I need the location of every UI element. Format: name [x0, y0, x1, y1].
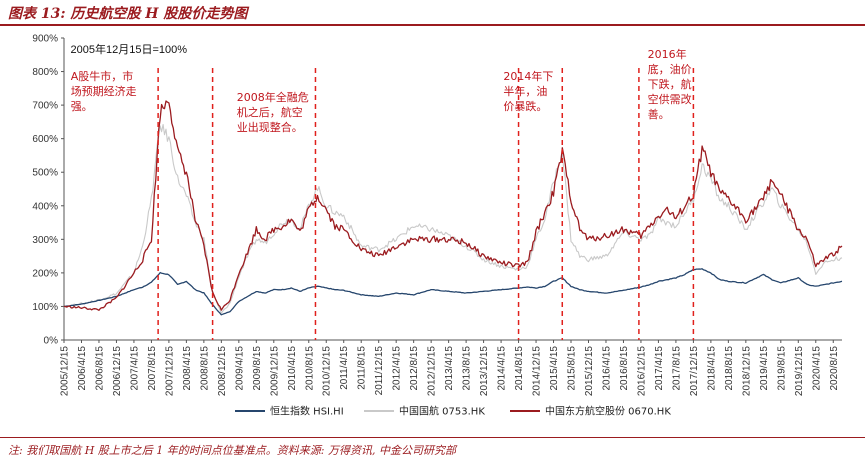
x-tick-label: 2017/12/15: [689, 346, 700, 396]
x-tick-label: 2012/8/15: [409, 346, 420, 391]
annotation-text-line: 底，油价: [648, 62, 692, 76]
chart-axes: 0% 100% 200% 300% 400% 500% 600% 700% 800% 900% 20…: [32, 34, 842, 396]
legend-label: 中国国航 0753.HK: [399, 405, 485, 418]
series-line: [63, 123, 843, 314]
annotation-text-line: 半年，油: [503, 84, 547, 98]
y-tick-label: 400%: [32, 201, 58, 212]
annotation-text-line: 2014年下: [503, 69, 553, 83]
legend-label: 中国东方航空股份 0670.HK: [545, 405, 671, 418]
x-tick-label: 2019/8/15: [776, 346, 787, 391]
x-tick-label: 2020/8/15: [829, 346, 840, 391]
y-tick-label: 0%: [44, 336, 59, 347]
x-tick-label: 2017/8/15: [671, 346, 682, 391]
x-tick-label: 2014/4/15: [497, 346, 508, 391]
base-label: 2005年12月15日=100%: [71, 42, 188, 56]
y-tick-label: 300%: [32, 235, 58, 246]
line-chart: 0% 100% 200% 300% 400% 500% 600% 700% 800% 900% 20…: [32, 34, 843, 418]
y-tick-label: 900%: [32, 34, 58, 45]
footnote-rule: [0, 437, 865, 438]
legend-label: 恒生指数 HSI.HI: [270, 405, 344, 418]
x-tick-label: 2009/4/15: [234, 346, 245, 391]
x-tick-label: 2018/4/15: [706, 346, 717, 391]
x-tick-label: 2009/12/15: [269, 346, 280, 396]
figure-footnote: 注: 我们取国航 H 股上市之后 1 年的时间点位基准点。资料来源: 万得资讯,…: [8, 444, 456, 457]
annotation-text-line: 业出现整合。: [237, 120, 303, 134]
x-tick-label: 2009/8/15: [252, 346, 263, 391]
x-tick-label: 2010/12/15: [322, 346, 333, 396]
series-line: [63, 268, 843, 316]
x-tick-label: 2020/4/15: [811, 346, 822, 391]
x-tick-label: 2008/4/15: [182, 346, 193, 391]
annotation-text-line: 下跌，航: [648, 77, 692, 91]
x-tick-label: 2016/8/15: [619, 346, 630, 391]
x-tick-label: 2011/12/15: [374, 346, 385, 396]
x-tick-label: 2008/8/15: [199, 346, 210, 391]
x-tick-label: 2014/8/15: [514, 346, 525, 391]
x-tick-label: 2012/12/15: [427, 346, 438, 396]
x-tick-label: 2013/12/15: [479, 346, 490, 396]
annotation-text-line: 场预期经济走: [71, 84, 137, 98]
x-tick-label: 2014/12/15: [532, 346, 543, 396]
annotation-text-line: 强。: [71, 100, 93, 113]
x-tick-label: 2011/4/15: [339, 346, 350, 390]
x-tick-label: 2008/12/15: [217, 346, 228, 396]
annotation-text-line: A股牛市，市: [71, 69, 134, 83]
figure-title: 图表 13: 历史航空股 H 股股价走势图: [8, 6, 248, 22]
chart-series-layer: [63, 100, 843, 316]
annotation-text-line: 价暴跌。: [503, 99, 547, 113]
x-tick-label: 2015/8/15: [567, 346, 578, 391]
annotation-text-line: 空供需改: [648, 92, 692, 106]
x-tick-label: 2017/4/15: [654, 346, 665, 391]
title-rule: [0, 24, 865, 26]
annotation-text-line: 善。: [648, 107, 670, 121]
x-tick-label: 2018/12/15: [741, 346, 752, 396]
annotation-text-line: 机之后，航空: [237, 105, 303, 119]
x-tick-label: 2016/12/15: [636, 346, 647, 396]
x-tick-label: 2016/4/15: [601, 346, 612, 391]
x-tick-label: 2007/12/15: [164, 346, 175, 396]
y-tick-label: 600%: [32, 134, 58, 145]
x-tick-label: 2019/4/15: [759, 346, 770, 391]
x-tick-label: 2012/4/15: [392, 346, 403, 391]
annotation-text-line: 2016年: [648, 47, 687, 61]
y-tick-label: 500%: [32, 168, 58, 179]
x-tick-label: 2007/4/15: [129, 346, 140, 391]
x-tick-label: 2010/8/15: [304, 346, 315, 391]
y-tick-label: 700%: [32, 101, 58, 112]
y-tick-label: 800%: [32, 67, 58, 78]
x-tick-label: 2015/12/15: [584, 346, 595, 396]
y-tick-label: 100%: [32, 302, 58, 313]
y-tick-label: 200%: [32, 268, 58, 279]
x-tick-label: 2015/4/15: [549, 346, 560, 391]
x-tick-label: 2011/8/15: [357, 346, 368, 390]
x-tick-label: 2019/12/15: [794, 346, 805, 396]
x-tick-label: 2005/12/15: [60, 346, 71, 396]
annotation-text-line: 2008年全融危: [237, 90, 309, 104]
x-tick-label: 2007/8/15: [147, 346, 158, 391]
x-tick-label: 2006/12/15: [112, 346, 123, 396]
series-line: [63, 100, 843, 311]
x-tick-label: 2013/8/15: [462, 346, 473, 391]
x-tick-label: 2013/4/15: [444, 346, 455, 391]
chart-legend: 恒生指数 HSI.HI 中国国航 0753.HK 中国东方航空股份 0670.HK: [235, 405, 671, 418]
x-tick-label: 2018/8/15: [724, 346, 735, 391]
x-tick-label: 2006/8/15: [94, 346, 105, 391]
x-tick-label: 2006/4/15: [77, 346, 88, 391]
x-tick-label: 2010/4/15: [287, 346, 298, 391]
